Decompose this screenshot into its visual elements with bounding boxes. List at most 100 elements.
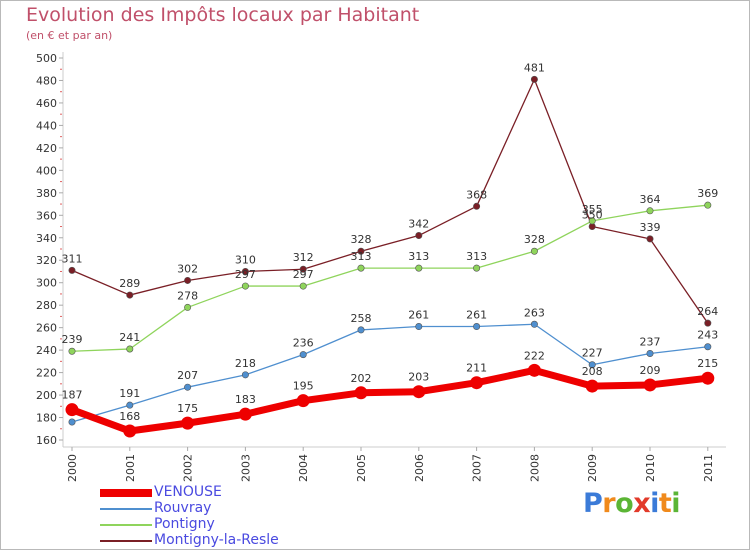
data-label: 236 (293, 337, 314, 350)
data-label: 368 (466, 188, 487, 201)
series-line-montigny-la-resle (71, 78, 709, 324)
y-tick-label: 340 (36, 232, 57, 245)
data-point (470, 376, 484, 390)
data-label: 175 (177, 402, 198, 415)
data-point (299, 265, 307, 273)
data-point (357, 247, 365, 255)
x-tick-label: 2005 (355, 454, 368, 482)
y-tick-label: 440 (36, 119, 57, 132)
data-point (415, 232, 423, 240)
data-label: 313 (466, 250, 487, 263)
data-point (701, 371, 715, 385)
legend-item: Pontigny (100, 516, 360, 533)
data-label: 187 (62, 389, 83, 402)
data-point (68, 347, 76, 355)
data-point (68, 266, 76, 274)
data-point (238, 407, 252, 421)
logo-letter: o (615, 488, 634, 519)
logo-letter: P (583, 488, 603, 519)
x-tick-label: 2000 (66, 454, 79, 482)
data-point (184, 383, 192, 391)
data-point (412, 385, 426, 399)
y-tick-label: 320 (36, 254, 57, 267)
data-point (241, 371, 249, 379)
logo-letter: r (602, 488, 616, 519)
data-label: 328 (351, 233, 372, 246)
legend-swatch (100, 540, 152, 542)
x-tick-label: 2002 (182, 454, 195, 482)
data-label: 364 (640, 193, 661, 206)
data-label: 168 (119, 410, 140, 423)
data-label: 241 (119, 331, 140, 344)
data-point (704, 201, 712, 209)
legend-swatch (100, 508, 152, 510)
x-tick-label: 2001 (124, 454, 137, 482)
logo-letter: i (671, 488, 681, 519)
data-point (126, 291, 134, 299)
data-label: 183 (235, 393, 256, 406)
data-label: 369 (697, 187, 718, 200)
data-point (299, 282, 307, 290)
y-tick-label: 420 (36, 142, 57, 155)
data-point (65, 403, 79, 417)
y-tick-label: 500 (36, 52, 57, 65)
logo-letter: i (650, 488, 659, 519)
data-point (588, 361, 596, 369)
data-point (357, 326, 365, 334)
data-label: 258 (351, 312, 372, 325)
y-tick-label: 460 (36, 97, 57, 110)
data-point (585, 379, 599, 393)
data-point (473, 202, 481, 210)
y-tick-label: 300 (36, 277, 57, 290)
data-point (241, 282, 249, 290)
chart-axes: 160 180 200 220 240 260 280 300 320 340 360 380 400 4… (36, 52, 726, 482)
chart-legend: VENOUSE Rouvray Pontigny Montigny-la-Resle (100, 484, 360, 549)
data-point (357, 264, 365, 272)
data-point (530, 320, 538, 328)
data-label: 209 (640, 364, 661, 377)
x-tick-label: 2006 (413, 454, 426, 482)
series-line-venouse (68, 366, 712, 435)
data-point (296, 394, 310, 408)
data-point (704, 319, 712, 327)
data-label: 261 (408, 309, 429, 322)
data-label: 215 (697, 357, 718, 370)
x-tick-label: 2008 (528, 454, 541, 482)
data-label: 355 (582, 203, 603, 216)
data-point (527, 363, 541, 377)
data-label: 227 (582, 347, 603, 360)
series-line-pontigny (71, 204, 709, 352)
data-label: 237 (640, 335, 661, 348)
data-point (473, 323, 481, 331)
data-point (68, 418, 76, 426)
y-tick-label: 180 (36, 412, 57, 425)
data-point (646, 235, 654, 243)
y-tick-label: 220 (36, 367, 57, 380)
x-tick-label: 2011 (702, 454, 715, 482)
data-point (126, 401, 134, 409)
logo-letter: x (633, 488, 651, 519)
y-tick-label: 260 (36, 322, 57, 335)
data-label: 302 (177, 262, 198, 275)
series-layer (65, 75, 715, 438)
legend-label: Rouvray (154, 500, 212, 516)
data-label: 207 (177, 369, 198, 382)
legend-swatch (100, 524, 152, 526)
y-tick-label: 480 (36, 74, 57, 87)
data-point (184, 276, 192, 284)
data-point (530, 247, 538, 255)
x-tick-label: 2009 (586, 454, 599, 482)
data-point (415, 264, 423, 272)
data-label: 203 (408, 371, 429, 384)
data-label: 195 (293, 380, 314, 393)
chart-subtitle: (en € et par an) (26, 29, 113, 42)
data-label: 208 (582, 365, 603, 378)
data-point (354, 386, 368, 400)
y-tick-label: 360 (36, 209, 57, 222)
legend-label: VENOUSE (154, 484, 222, 500)
data-point (181, 416, 195, 430)
data-label: 328 (524, 233, 545, 246)
x-tick-label: 2003 (239, 454, 252, 482)
data-label: 278 (177, 289, 198, 302)
